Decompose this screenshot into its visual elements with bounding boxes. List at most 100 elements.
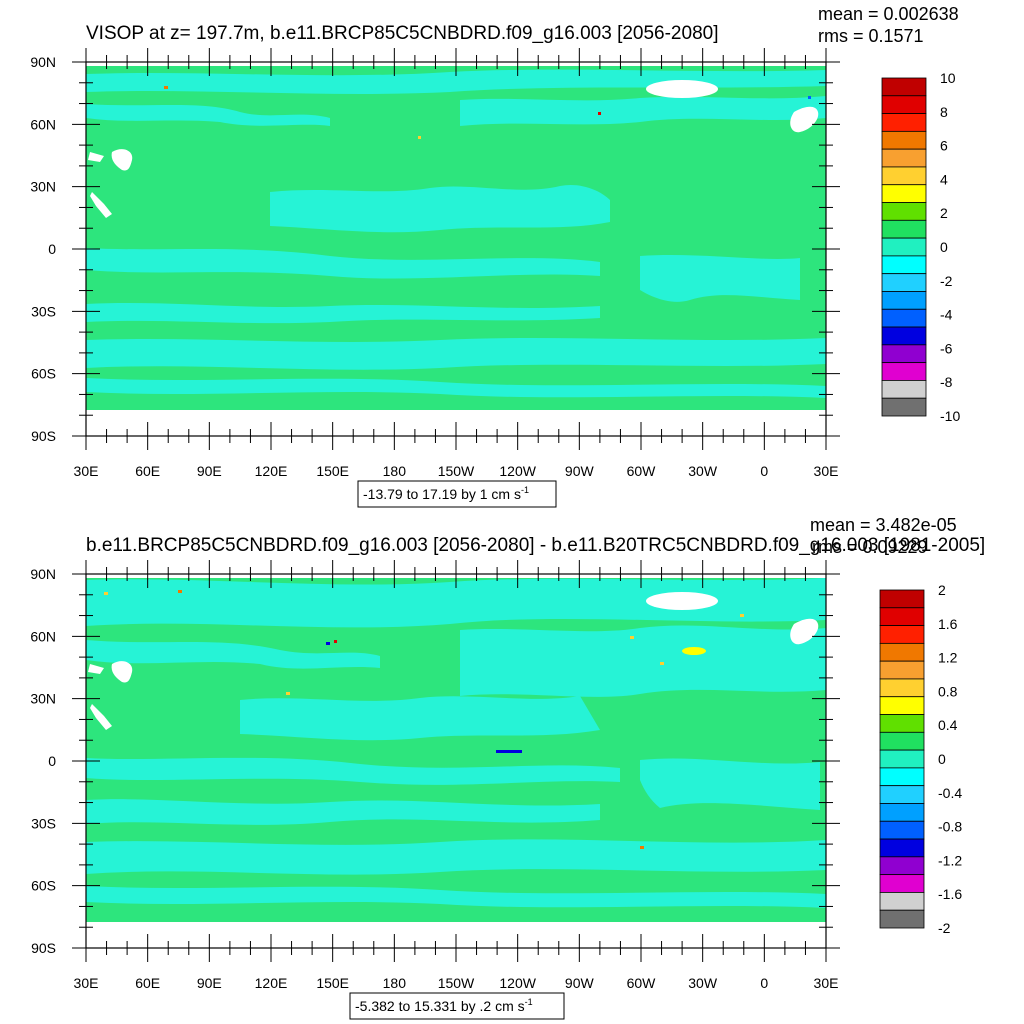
colorbar-swatch <box>879 660 925 680</box>
colorbar-swatch <box>879 642 925 662</box>
lon-tick-label: 150W <box>438 463 475 479</box>
colorbar-label: 6 <box>940 138 948 154</box>
lon-tick-label: 150E <box>316 975 349 991</box>
colorbar-swatch <box>879 803 925 822</box>
anomaly-specks <box>104 590 744 849</box>
colorbar-label: 0 <box>938 751 946 767</box>
colorbar-swatch <box>881 130 927 150</box>
lon-tick-label: 0 <box>760 463 768 479</box>
colorbar-label: -2 <box>938 920 951 936</box>
lon-tick-label: 30E <box>814 975 839 991</box>
colorbar-swatch <box>881 308 927 328</box>
lat-tick-label: 0 <box>48 753 56 769</box>
lon-tick-label: 180 <box>383 463 407 479</box>
panel-1-colorbar: 10 8 6 4 2 0 -2 -4 -6 -8 -10 <box>881 70 960 424</box>
lon-tick-label: 90W <box>565 463 595 479</box>
colorbar-swatch <box>879 892 925 911</box>
lon-tick-label: 90E <box>197 463 222 479</box>
panel-1-lon-axis: 30E 60E 90E 120E 150E 180 150W 120W 90W 60W 30W 0 30… <box>74 48 838 479</box>
colorbar-swatch <box>879 749 925 769</box>
lon-tick-label: 30W <box>688 975 718 991</box>
lon-tick-label: 120E <box>255 975 288 991</box>
colorbar-swatch <box>881 113 927 132</box>
panel-1-title: VISOP at z= 197.7m, b.e11.BRCP85C5CNBDRD… <box>86 23 718 44</box>
lon-tick-label: 120W <box>499 463 536 479</box>
lat-tick-label: 30N <box>30 179 56 195</box>
lon-tick-label: 120E <box>255 463 288 479</box>
colorbar-swatch <box>879 820 925 840</box>
lat-tick-label: 0 <box>48 241 56 257</box>
greenland-mask <box>646 80 718 98</box>
colorbar-label: -0.8 <box>938 819 962 835</box>
lon-tick-label: 90E <box>197 975 222 991</box>
colorbar-label: -8 <box>940 374 953 390</box>
lon-tick-label: 60E <box>135 975 160 991</box>
lon-tick-label: 60W <box>627 463 657 479</box>
panel-2-colorbar: 2 1.6 1.2 0.8 0.4 0 -0.4 -0.8 -1.2 -1.6 -2 <box>879 582 962 936</box>
panel-1-lat-axis: 90N 60N 30N 0 30S 60S 90S <box>30 54 840 444</box>
colorbar-swatch <box>879 767 925 787</box>
lon-tick-label: 30E <box>74 463 99 479</box>
lat-tick-label: 90N <box>30 54 56 70</box>
colorbar-label: -4 <box>940 307 953 323</box>
colorbar-swatch <box>879 874 925 893</box>
lat-tick-label: 90N <box>30 566 56 582</box>
colorbar-swatch <box>881 326 927 346</box>
colorbar-swatch <box>879 714 925 733</box>
panel-1-range-box: -13.79 to 17.19 by 1 cm s-1 <box>357 480 557 508</box>
colorbar-label: -6 <box>940 340 953 356</box>
panel-2-lat-axis: 90N 60N 30N 0 30S 60S 90S <box>30 566 840 956</box>
lon-tick-label: 60W <box>627 975 657 991</box>
colorbar-swatch <box>879 589 925 609</box>
panel-2-title: b.e11.BRCP85C5CNBDRD.f09_g16.003 [2056-2… <box>86 535 985 556</box>
panel-2: b.e11.BRCP85C5CNBDRD.f09_g16.003 [2056-2… <box>30 515 985 1020</box>
colorbar-label: -0.4 <box>938 785 962 801</box>
colorbar-swatch <box>879 696 925 715</box>
colorbar-swatch <box>881 380 927 399</box>
panel-2-lon-axis: 30E 60E 90E 120E 150E 180 150W 120W 90W 60W 30W 0 30… <box>74 560 839 991</box>
colorbar-label: 1.6 <box>938 616 958 632</box>
colorbar-swatch <box>881 202 927 221</box>
colorbar-swatch <box>881 291 927 310</box>
colorbar-swatch <box>881 166 927 186</box>
panel-1-map <box>85 60 827 437</box>
colorbar-swatch <box>879 856 925 876</box>
colorbar-swatch <box>879 607 925 626</box>
lat-tick-label: 30S <box>31 303 56 319</box>
colorbar-label: 1.2 <box>938 650 958 666</box>
lon-tick-label: 60E <box>135 463 160 479</box>
colorbar-swatch <box>881 237 927 257</box>
lat-tick-label: 90S <box>31 940 56 956</box>
colorbar-swatch <box>881 273 927 292</box>
panel-2-mean: mean = 3.482e-05 <box>810 515 957 535</box>
colorbar-swatch <box>879 838 925 858</box>
lon-tick-label: 30E <box>74 975 99 991</box>
colorbar-label: 2 <box>940 205 948 221</box>
panel-2-range-box: -5.382 to 15.331 by .2 cm s-1 <box>349 992 565 1020</box>
colorbar-label: -2 <box>940 273 953 289</box>
colorbar-label: 10 <box>940 70 956 86</box>
panel-2-map <box>85 572 827 949</box>
colorbar-swatch <box>881 362 927 381</box>
colorbar-swatch <box>881 77 927 97</box>
panel-2-range-text: -5.382 to 15.331 by .2 cm s-1 <box>355 997 533 1014</box>
panel-1: VISOP at z= 197.7m, b.e11.BRCP85C5CNBDRD… <box>30 4 960 508</box>
lon-tick-label: 30W <box>688 463 718 479</box>
colorbar-label: 0 <box>940 239 948 255</box>
negative-value-bands <box>86 578 826 908</box>
panel-1-mean: mean = 0.002638 <box>818 4 959 24</box>
lat-tick-label: 30N <box>30 691 56 707</box>
lon-tick-label: 150W <box>438 975 475 991</box>
colorbar-swatch <box>881 255 927 275</box>
lat-tick-label: 60N <box>30 628 56 644</box>
panel-1-rms: rms = 0.1571 <box>818 26 924 46</box>
lon-tick-label: 120W <box>499 975 536 991</box>
lat-tick-label: 30S <box>31 815 56 831</box>
land-masks <box>88 592 819 730</box>
colorbar-swatch <box>879 625 925 644</box>
land-masks <box>88 80 819 218</box>
colorbar-swatch <box>881 95 927 114</box>
positive-specks <box>164 86 811 139</box>
colorbar-label: -1.2 <box>938 852 962 868</box>
lon-tick-label: 90W <box>565 975 595 991</box>
